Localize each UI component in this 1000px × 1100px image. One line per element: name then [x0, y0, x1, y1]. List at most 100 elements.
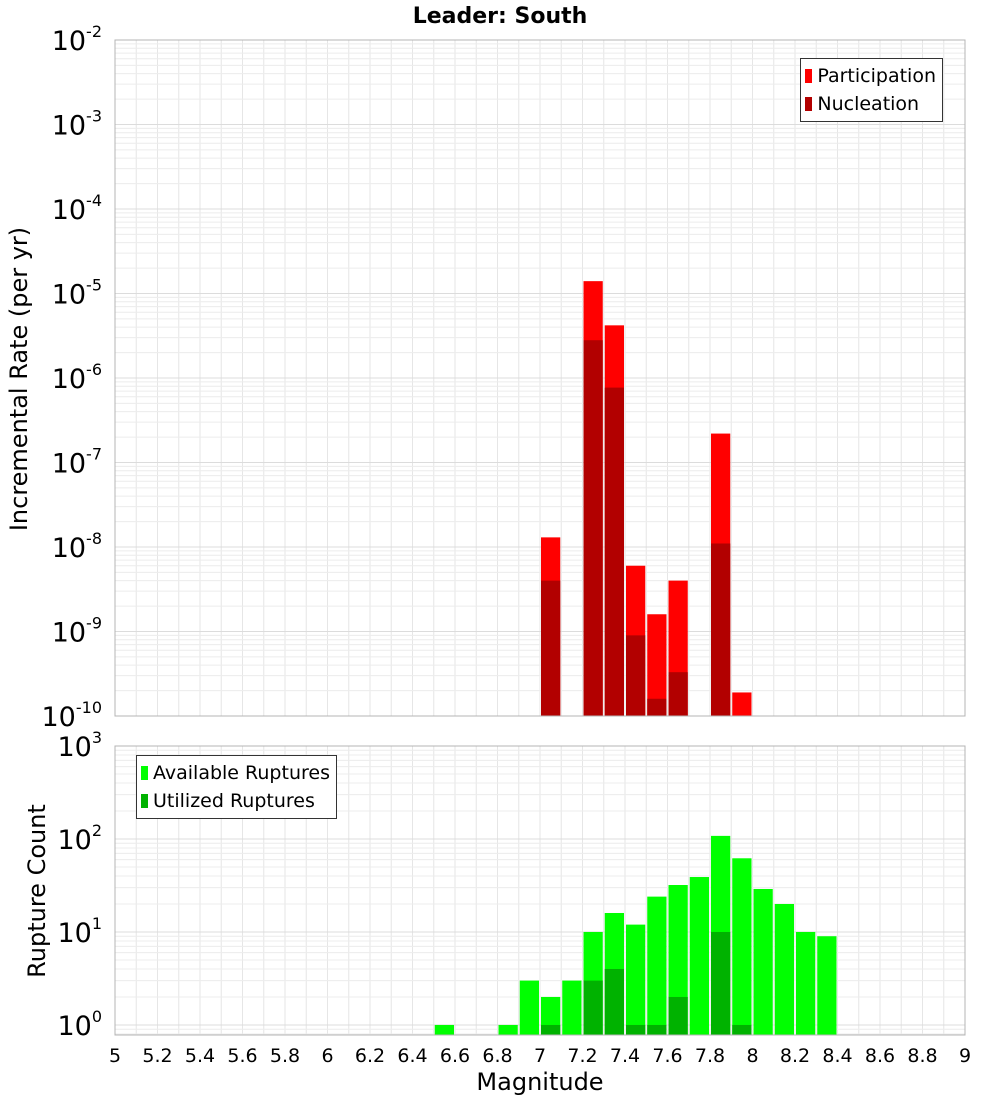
x-tick-label: 5.6 [227, 1045, 257, 1067]
x-tick-label: 7.2 [567, 1045, 597, 1067]
legend-item-utilized: Utilized Ruptures [141, 787, 330, 815]
tick-base: 10 [52, 364, 86, 395]
tick-exponent: 0 [92, 1007, 102, 1026]
available-ruptures-bar [689, 877, 709, 1035]
legend-item-available: Available Ruptures [141, 759, 330, 787]
tick-exponent: 3 [92, 728, 102, 747]
available-ruptures-bar [626, 924, 646, 1035]
count-y-tick-label: 100 [57, 1007, 102, 1042]
x-tick-label: 6.6 [440, 1045, 470, 1067]
utilized-ruptures-bar [732, 1024, 752, 1035]
tick-exponent: -5 [86, 276, 102, 295]
rate-plot-frame [114, 39, 966, 717]
utilized-ruptures-bar [541, 1024, 561, 1035]
utilized-ruptures-bar [668, 996, 688, 1035]
x-tick-label: 5.4 [185, 1045, 215, 1067]
tick-base: 10 [52, 111, 86, 142]
count-legend: Available Ruptures Utilized Ruptures [136, 755, 337, 819]
x-tick-label: 8.8 [907, 1045, 937, 1067]
rate-y-tick-label: 10-10 [42, 698, 103, 733]
count-y-tick-label: 101 [57, 914, 102, 949]
x-tick-label: 8 [746, 1045, 758, 1067]
rate-y-tick-label: 10-9 [52, 614, 102, 649]
x-tick-label: 6.8 [482, 1045, 512, 1067]
utilized-ruptures-bar [583, 980, 603, 1035]
x-tick-label: 5.8 [270, 1045, 300, 1067]
x-tick-label: 7.8 [695, 1045, 725, 1067]
rate-bars [541, 281, 752, 716]
tick-base: 10 [52, 195, 86, 226]
nucleation-bar [541, 580, 561, 716]
count-y-axis-label: Rupture Count [23, 804, 51, 978]
legend-label-available: Available Ruptures [153, 762, 330, 784]
available-ruptures-bar [498, 1024, 518, 1035]
nucleation-bar [583, 340, 603, 716]
utilized-swatch [141, 794, 148, 808]
x-tick-label: 5.2 [142, 1045, 172, 1067]
available-ruptures-bar [434, 1024, 454, 1035]
rate-y-tick-label: 10-3 [52, 107, 102, 142]
utilized-ruptures-bar [626, 1024, 646, 1035]
x-tick-label: 7 [534, 1045, 546, 1067]
tick-exponent: -6 [86, 360, 102, 379]
tick-exponent: -9 [86, 614, 102, 633]
rate-y-tick-label: 10-7 [52, 445, 102, 480]
utilized-ruptures-bar [604, 968, 624, 1035]
legend-item-participation: Participation [805, 62, 936, 90]
available-swatch [141, 766, 148, 780]
tick-base: 10 [42, 702, 76, 733]
rate-panel: 10-210-310-410-510-610-710-810-910-10 [42, 22, 966, 733]
participation-swatch [805, 69, 813, 83]
count-plot-frame [114, 745, 966, 1036]
tick-base: 10 [52, 449, 86, 480]
legend-item-nucleation: Nucleation [805, 90, 936, 118]
legend-label-participation: Participation [817, 65, 936, 87]
participation-bar [732, 692, 752, 716]
available-ruptures-bar [562, 980, 582, 1035]
nucleation-bar [668, 672, 688, 716]
utilized-ruptures-bar [711, 931, 731, 1035]
count-bars [434, 835, 837, 1035]
rate-y-axis-label: Incremental Rate (per yr) [5, 227, 33, 531]
x-tick-label: 5 [109, 1045, 121, 1067]
x-tick-label: 8.6 [865, 1045, 895, 1067]
nucleation-swatch [805, 97, 813, 111]
tick-exponent: -3 [86, 107, 102, 126]
tick-base: 10 [57, 1011, 91, 1042]
x-axis-label: Magnitude [476, 1068, 603, 1096]
available-ruptures-bar [817, 936, 837, 1035]
chart-title: Leader: South [413, 4, 588, 29]
rate-y-tick-label: 10-5 [52, 276, 102, 311]
available-ruptures-bar [774, 903, 794, 1035]
x-tick-label: 8.4 [822, 1045, 852, 1067]
tick-base: 10 [52, 26, 86, 57]
tick-exponent: 2 [92, 821, 102, 840]
x-tick-label: 8.2 [780, 1045, 810, 1067]
tick-base: 10 [57, 825, 91, 856]
tick-base: 10 [52, 618, 86, 649]
tick-exponent: -8 [86, 529, 102, 548]
x-tick-label: 6 [321, 1045, 333, 1067]
nucleation-bar [647, 698, 667, 716]
nucleation-bar [626, 635, 646, 716]
available-ruptures-bar [796, 931, 816, 1035]
rate-y-tick-label: 10-4 [52, 191, 102, 226]
nucleation-bar [604, 387, 624, 716]
x-tick-label: 7.4 [610, 1045, 640, 1067]
tick-exponent: -4 [86, 191, 102, 210]
count-y-tick-label: 103 [57, 728, 102, 763]
x-tick-label: 6.4 [397, 1045, 427, 1067]
x-tick-label: 6.2 [355, 1045, 385, 1067]
legend-label-nucleation: Nucleation [817, 93, 920, 115]
participation-bar [647, 614, 667, 716]
legend-label-utilized: Utilized Ruptures [153, 790, 315, 812]
tick-exponent: -2 [86, 22, 102, 41]
available-ruptures-bar [647, 896, 667, 1035]
rate-y-tick-label: 10-2 [52, 22, 102, 57]
available-ruptures-bar [519, 980, 539, 1035]
tick-base: 10 [52, 280, 86, 311]
x-tick-label: 7.6 [652, 1045, 682, 1067]
utilized-ruptures-bar [647, 1024, 667, 1035]
